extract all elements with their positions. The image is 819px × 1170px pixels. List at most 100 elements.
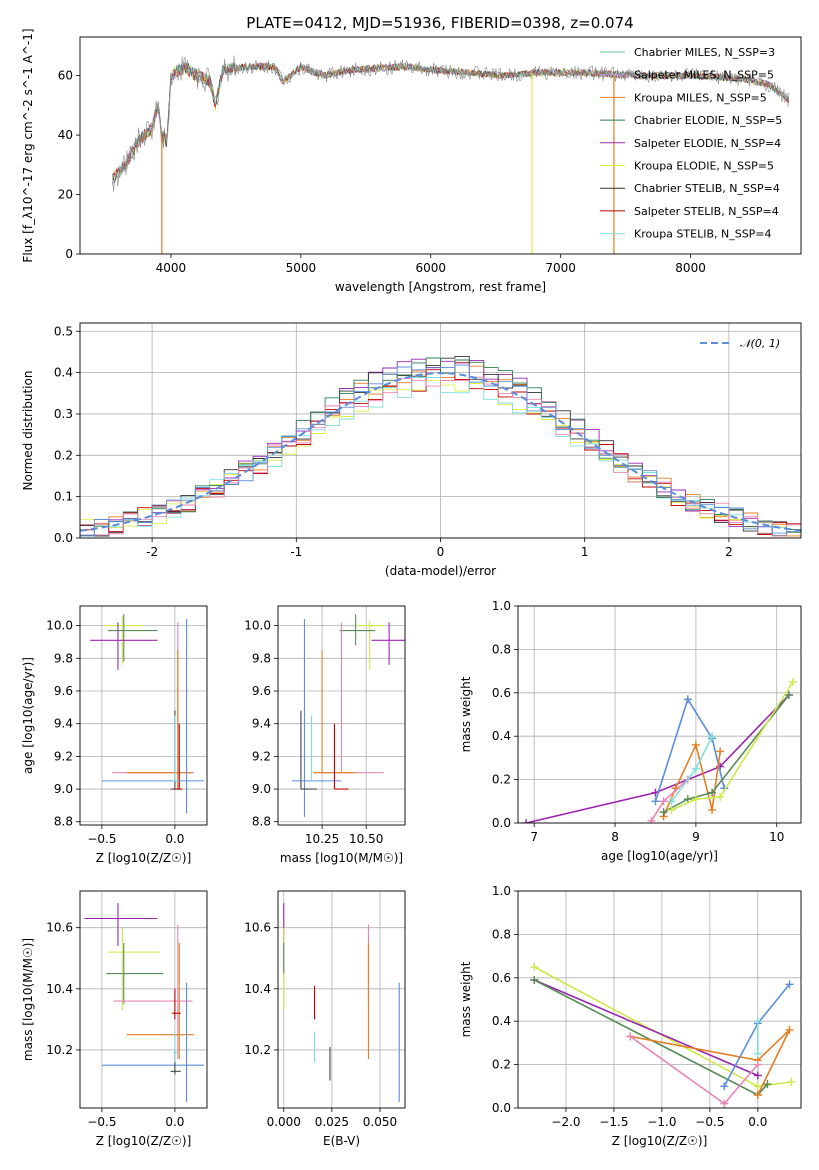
y-tick-label: 0.6 xyxy=(492,971,511,985)
panel-age_vs_Z: −0.5 0.0 8.8 9.0 9.2 9.4 9.6 9.8 10.0 Z [log10(Z/… xyxy=(21,605,208,865)
x-tick-label: 0.025 xyxy=(315,1115,349,1129)
x-tick-label: 8 xyxy=(611,830,619,844)
y-axis-label: mass weight xyxy=(459,961,473,1037)
y-tick-label: 1.0 xyxy=(492,884,511,898)
y-tick-label: 0.2 xyxy=(492,1058,511,1072)
x-axis-label: Z [log10(Z/Z☉)] xyxy=(96,851,192,865)
y-axis-label: mass weight xyxy=(459,676,473,752)
x-axis-label: wavelength [Angstrom, rest frame] xyxy=(335,280,546,294)
x-axis-label: Z [log10(Z/Z☉)] xyxy=(96,1134,192,1148)
figure-title: PLATE=0412, MJD=51936, FIBERID=0398, z=0… xyxy=(246,14,633,32)
axes-frame xyxy=(517,890,802,1109)
x-tick-label: 4000 xyxy=(156,261,187,275)
y-tick-label: 10.2 xyxy=(46,1043,73,1057)
weight-line xyxy=(671,681,794,811)
axes-frame xyxy=(79,36,802,255)
x-tick-label: −1.5 xyxy=(599,1115,628,1129)
y-tick-label: 0.5 xyxy=(54,324,73,338)
legend-label: Kroupa STELIB, N_SSP=4 xyxy=(634,228,772,241)
y-tick-label: 0 xyxy=(65,247,73,261)
plot-area-mass_vs_ebv xyxy=(283,903,400,1102)
x-tick-label: 9 xyxy=(692,830,700,844)
x-tick-label: 0.0 xyxy=(165,1115,184,1129)
y-tick-label: 0.3 xyxy=(54,407,73,421)
y-tick-label: 10.2 xyxy=(244,1043,271,1057)
y-tick-label: 10.4 xyxy=(46,982,73,996)
panel-mass_vs_ebv: 0.000 0.025 0.050 10.2 10.4 10.6 E(B-V) xyxy=(244,890,406,1148)
x-tick-label: -1 xyxy=(290,545,302,559)
weight-line xyxy=(663,694,790,813)
plot-area-spectrum xyxy=(112,55,790,254)
y-axis-label: age [log10(age/yr)] xyxy=(21,657,35,774)
legend-label: Kroupa ELODIE, N_SSP=5 xyxy=(634,160,774,173)
axes-frame xyxy=(79,322,802,539)
y-tick-label: 0.8 xyxy=(492,642,511,656)
x-tick-label: 7 xyxy=(530,830,538,844)
legend-label: Kroupa MILES, N_SSP=5 xyxy=(634,91,767,104)
y-tick-label: 0.8 xyxy=(492,927,511,941)
y-tick-label: 10.0 xyxy=(244,619,271,633)
x-tick-label: −0.5 xyxy=(695,1115,724,1129)
y-tick-label: 60 xyxy=(58,69,73,83)
y-tick-label: 9.8 xyxy=(54,651,73,665)
y-tick-label: 0.4 xyxy=(492,729,511,743)
x-tick-label: 0.000 xyxy=(267,1115,301,1129)
weight-line xyxy=(662,742,721,817)
histogram-step xyxy=(80,364,801,537)
x-tick-label: 1 xyxy=(581,545,589,559)
legend-label: Salpeter ELODIE, N_SSP=4 xyxy=(634,137,781,150)
y-tick-label: 0.2 xyxy=(492,773,511,787)
panel-weight_vs_Z: −2.0 −1.5 −1.0 −0.5 0.0 0.0 0.2 0.4 0.6 0.8 1.0 Z [… xyxy=(459,884,802,1148)
legend-label: Salpeter MILES, N_SSP=5 xyxy=(634,69,774,82)
plot-area-age_vs_Z xyxy=(90,614,205,814)
axes-frame xyxy=(79,890,208,1109)
y-tick-label: 0.0 xyxy=(492,816,511,830)
y-tick-label: 0.2 xyxy=(54,448,73,462)
y-tick-label: 0.1 xyxy=(54,490,73,504)
y-tick-label: 8.8 xyxy=(252,815,271,829)
weight-line xyxy=(533,979,759,1077)
plot-area-weight_vs_Z xyxy=(530,962,796,1108)
panel-mass_vs_Z: −0.5 0.0 10.2 10.4 10.6 Z [log10(Z/Z☉)] mass [… xyxy=(21,890,208,1148)
plot-area-mass_vs_Z xyxy=(84,903,205,1102)
weight-line xyxy=(533,966,792,1088)
weight-line xyxy=(670,735,713,802)
y-tick-label: 9.4 xyxy=(252,717,271,731)
y-tick-label: 0.0 xyxy=(492,1101,511,1115)
x-tick-label: 6000 xyxy=(415,261,446,275)
y-tick-label: 9.2 xyxy=(54,749,73,763)
legend-label: Chabrier ELODIE, N_SSP=5 xyxy=(634,114,782,127)
panel-spectrum: 4000 5000 6000 7000 8000 0 20 40 60 wavelength [A… xyxy=(21,28,802,294)
weight-line xyxy=(525,694,790,823)
x-tick-label: 10.50 xyxy=(349,832,383,846)
weight-line xyxy=(533,979,769,1096)
panel-residuals: -2 -1 0 1 2 0.0 0.1 0.2 0.3 0.4 0.5 (data-model)/er… xyxy=(21,322,802,578)
x-tick-label: 10.25 xyxy=(305,832,339,846)
x-tick-label: −0.5 xyxy=(87,1115,116,1129)
y-tick-label: 10.6 xyxy=(244,921,271,935)
y-tick-label: 20 xyxy=(58,188,73,202)
y-tick-label: 0.4 xyxy=(54,366,73,380)
y-tick-label: 9.0 xyxy=(54,782,73,796)
y-tick-label: 0.4 xyxy=(492,1014,511,1028)
legend-label: Chabrier MILES, N_SSP=3 xyxy=(634,46,775,59)
y-tick-label: 9.0 xyxy=(252,782,271,796)
weight-line xyxy=(723,983,791,1087)
x-axis-label: age [log10(age/yr)] xyxy=(601,849,718,863)
y-tick-label: 1.0 xyxy=(492,599,511,613)
panel-weight_vs_age: 7 8 9 10 0.0 0.2 0.4 0.6 0.8 1.0 age [log10(age/yr… xyxy=(459,599,802,863)
x-axis-label: Z [log10(Z/Z☉)] xyxy=(612,1134,708,1148)
y-tick-label: 0.6 xyxy=(492,686,511,700)
y-tick-label: 9.2 xyxy=(252,749,271,763)
legend-label: 𝒩(0, 1) xyxy=(740,337,780,350)
axes-frame xyxy=(517,605,802,824)
axes-frame xyxy=(79,605,208,826)
x-tick-label: 0.050 xyxy=(363,1115,397,1129)
y-tick-label: 9.6 xyxy=(252,684,271,698)
x-tick-label: 0 xyxy=(437,545,445,559)
x-tick-label: 8000 xyxy=(675,261,706,275)
x-tick-label: 0.0 xyxy=(165,832,184,846)
panel-age_vs_mass: 10.25 10.50 8.8 9.0 9.2 9.4 9.6 9.8 10.0 mass [lo… xyxy=(244,605,406,865)
axes-frame xyxy=(277,890,406,1109)
x-axis-label: (data-model)/error xyxy=(385,564,496,578)
